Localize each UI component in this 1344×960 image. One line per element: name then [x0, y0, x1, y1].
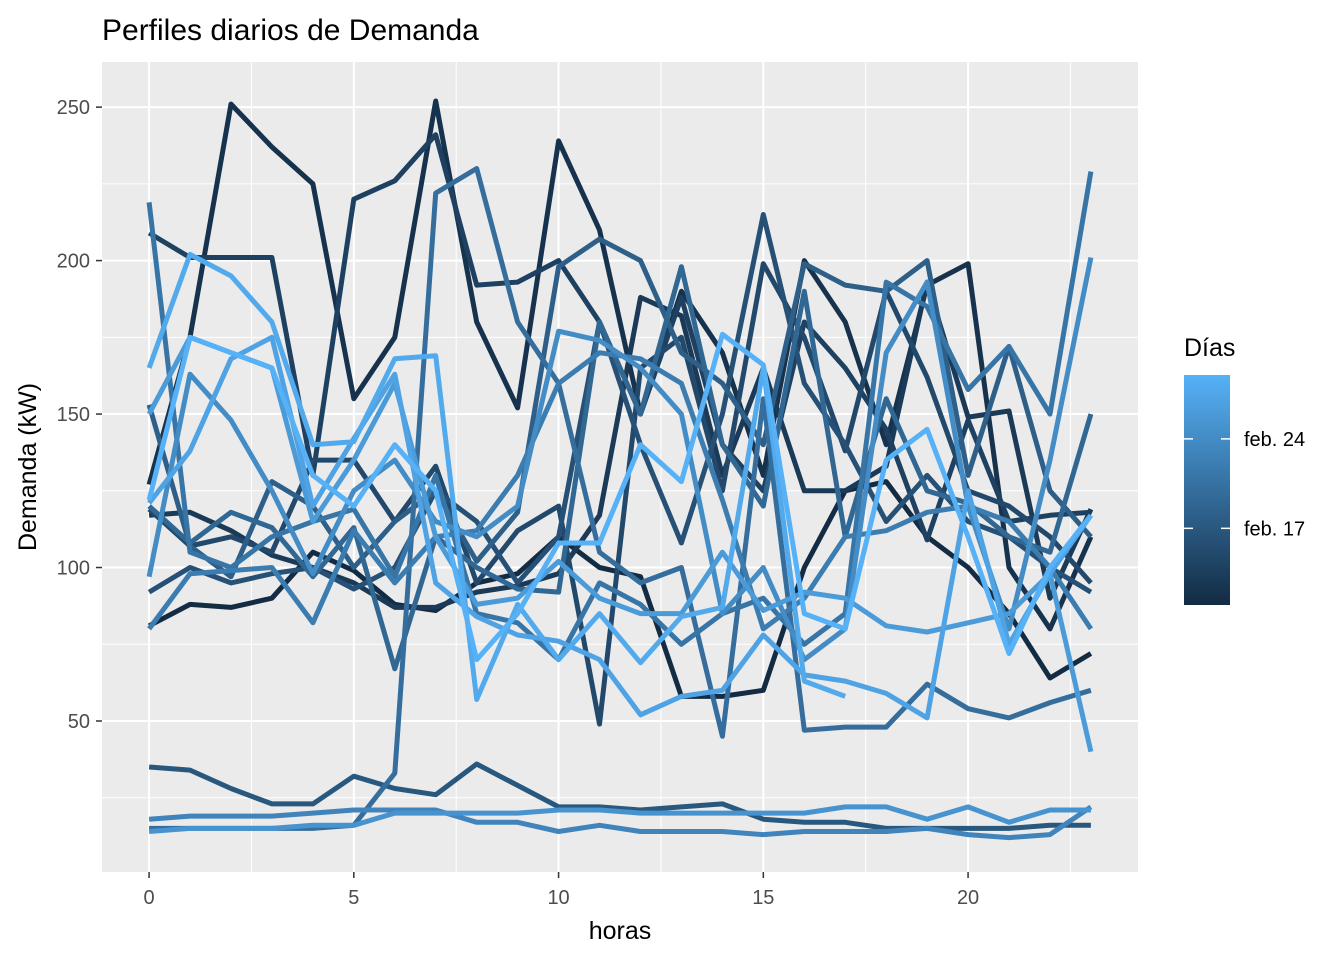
x-tick-label: 0	[144, 887, 155, 909]
y-tick-label: 100	[57, 558, 90, 580]
x-tick-label: 15	[752, 887, 774, 909]
series-line-feb-25	[148, 804, 1091, 834]
x-tick-label: 20	[957, 887, 979, 909]
x-axis-title: horas	[589, 917, 652, 945]
y-axis-ticks: 50 100 150 200 250	[57, 97, 102, 733]
series-line-feb-28	[146, 251, 847, 702]
y-tick-label: 150	[57, 404, 90, 426]
legend: Días feb. 24 feb. 17	[1184, 334, 1305, 605]
series-line-feb-27	[147, 334, 1093, 721]
series-line-feb-23	[148, 804, 1093, 841]
series-lines	[146, 98, 1094, 841]
legend-label: feb. 17	[1244, 518, 1305, 540]
series-line-feb-24	[146, 257, 1094, 663]
series-line-feb-19	[147, 264, 1094, 672]
legend-title: Días	[1184, 334, 1235, 362]
legend-colorbar	[1184, 375, 1230, 605]
y-tick-label: 250	[57, 97, 90, 119]
series-line-feb-26	[146, 334, 1094, 753]
x-tick-label: 5	[348, 887, 359, 909]
y-tick-label: 200	[57, 251, 90, 273]
chart-title: Perfiles diarios de Demanda	[102, 14, 479, 47]
y-axis-title: Demanda (kW)	[14, 383, 42, 551]
x-tick-label: 10	[547, 887, 569, 909]
series-line-feb-29	[146, 331, 1093, 663]
x-axis-ticks: 0 5 10 15 20	[144, 872, 979, 909]
series-line-feb-12	[146, 98, 1094, 632]
y-tick-label: 50	[68, 711, 90, 733]
legend-label: feb. 24	[1244, 429, 1305, 451]
